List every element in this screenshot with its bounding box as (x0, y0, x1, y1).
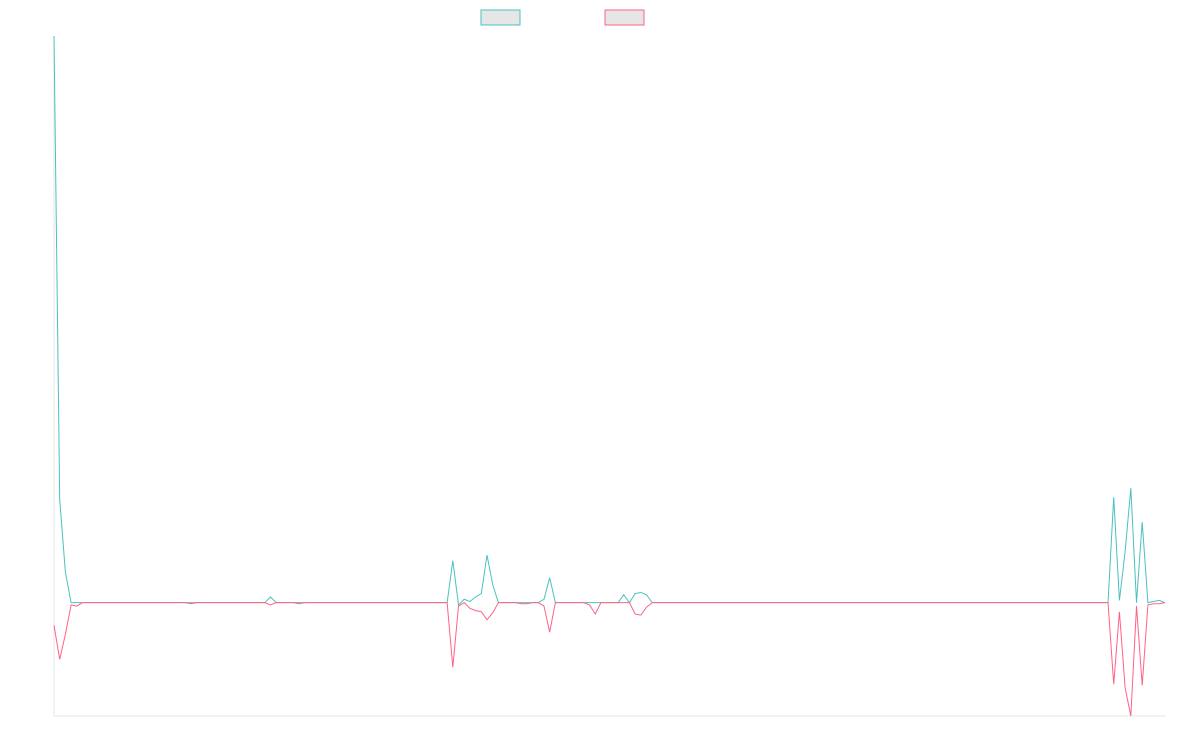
series-line (53, 602, 1166, 717)
legend-swatch (480, 9, 521, 26)
legend-swatch (604, 9, 645, 26)
series-line (53, 35, 1166, 606)
